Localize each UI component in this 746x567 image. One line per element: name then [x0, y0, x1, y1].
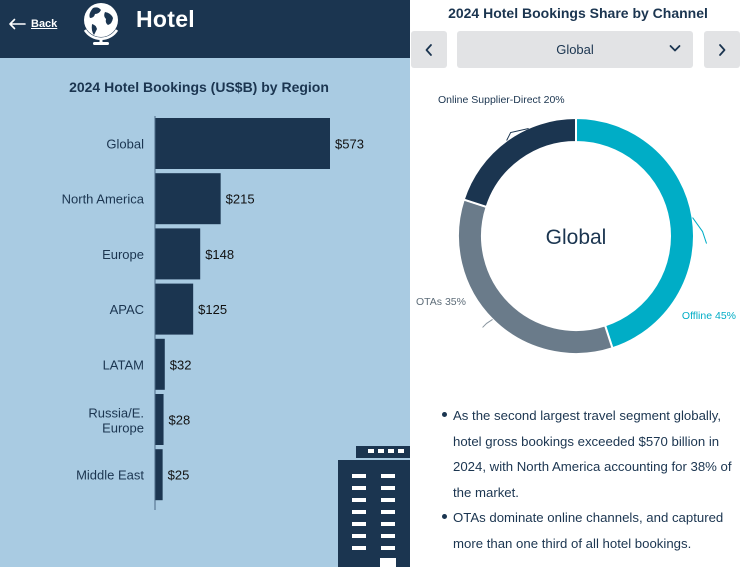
donut-slice [462, 116, 577, 209]
bar-value-label: $125 [198, 302, 227, 317]
region-chart-panel: 2024 Hotel Bookings (US$B) by Region $573… [0, 58, 410, 567]
bar-category-label: Middle East [76, 468, 144, 483]
chevron-left-icon [425, 43, 432, 56]
next-region-button[interactable] [704, 31, 740, 68]
page-title: Hotel [136, 6, 195, 32]
bar-value-label: $28 [169, 413, 191, 428]
bar [155, 338, 165, 390]
bar-chart-title: 2024 Hotel Bookings (US$B) by Region [69, 79, 329, 95]
donut-leader-line [482, 319, 493, 328]
insight-item: OTAs dominate online channels, and captu… [440, 505, 740, 556]
donut-chart-title: 2024 Hotel Bookings Share by Channel [448, 5, 708, 21]
bar [155, 228, 201, 280]
channel-donut-chart: Global Offline 45% OTAs 35% Online Supplier… [416, 94, 736, 355]
bar-value-label: $148 [205, 247, 234, 262]
donut-slice-label: OTAs 35% [416, 296, 466, 308]
bar [155, 118, 330, 169]
bar [155, 283, 194, 335]
back-link[interactable]: Back [8, 15, 57, 33]
region-select-value: Global [556, 42, 594, 57]
bar-value-label: $25 [168, 468, 190, 483]
bar [155, 449, 163, 501]
bar-value-label: $32 [170, 357, 192, 372]
bar-category-label: APAC [110, 302, 144, 317]
donut-center-label: Global [546, 226, 607, 249]
donut-leader-line [506, 128, 529, 141]
previous-region-button[interactable] [411, 31, 447, 68]
region-bar-chart: 2024 Hotel Bookings (US$B) by Region $573… [62, 79, 364, 510]
back-label: Back [31, 18, 58, 30]
region-select[interactable]: Global [457, 31, 693, 68]
donut-slice-label: Offline 45% [682, 310, 736, 322]
donut-leader-line [692, 217, 708, 244]
insights-list: As the second largest travel segment glo… [440, 403, 740, 556]
bar-value-label: $573 [335, 137, 364, 152]
bar-category-label: LATAM [103, 357, 144, 372]
bar-value-label: $215 [226, 192, 255, 207]
chevron-right-icon [719, 43, 726, 56]
insight-item: As the second largest travel segment glo… [440, 403, 740, 505]
arrow-left-icon [9, 18, 26, 30]
bar-category-label: Europe [102, 247, 144, 262]
donut-slice-label: Online Supplier-Direct 20% [438, 94, 565, 106]
bar [155, 173, 221, 225]
bar-category-label: North America [62, 192, 145, 207]
bar-category-label: Europe [102, 421, 144, 436]
donut-slice [457, 198, 614, 355]
header-bar: Back Hotel [0, 0, 410, 58]
bar-category-label: Global [106, 137, 144, 152]
bar [155, 394, 164, 445]
bar-category-label: Russia/E. [88, 406, 144, 421]
globe-icon [83, 3, 119, 45]
building-icon [338, 446, 410, 567]
chevron-down-icon [669, 45, 681, 52]
